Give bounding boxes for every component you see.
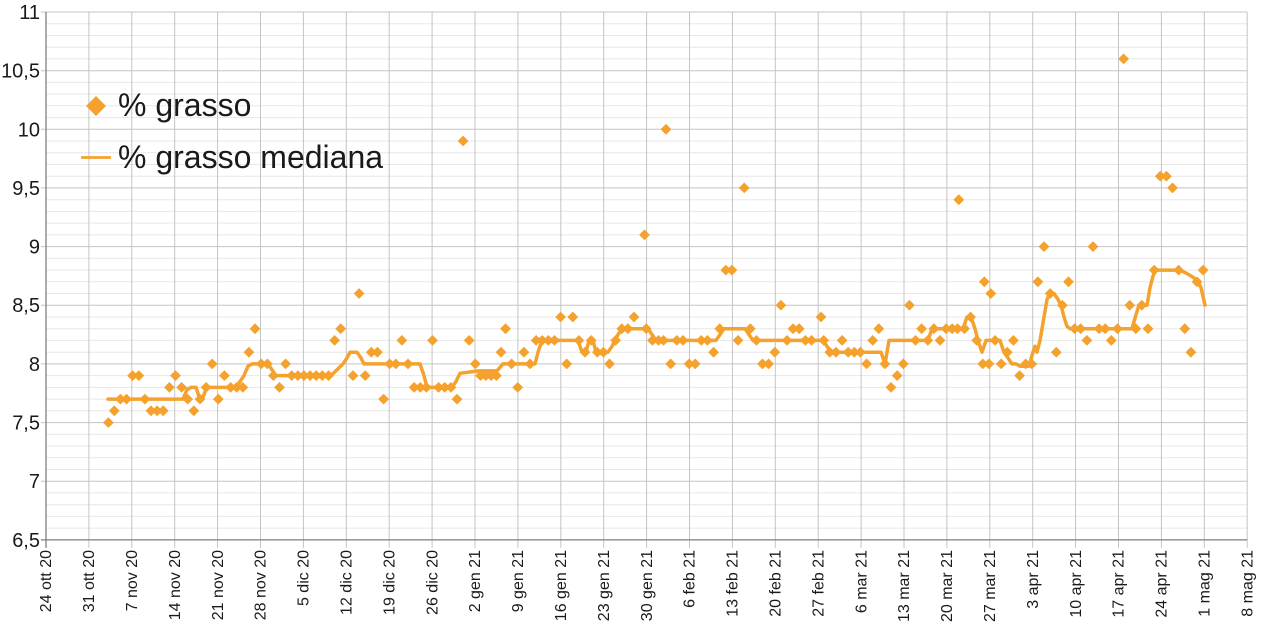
svg-text:9: 9 [29, 237, 40, 259]
svg-text:23 gen 21: 23 gen 21 [596, 550, 613, 621]
svg-text:5 dic 20: 5 dic 20 [296, 550, 313, 606]
svg-text:31 ott 20: 31 ott 20 [81, 550, 98, 612]
svg-text:30 gen 21: 30 gen 21 [639, 550, 656, 621]
svg-text:9 gen 21: 9 gen 21 [510, 550, 527, 612]
svg-text:6 mar 21: 6 mar 21 [853, 550, 870, 613]
svg-text:7 nov 20: 7 nov 20 [124, 550, 141, 611]
svg-text:6,5: 6,5 [12, 530, 40, 552]
svg-text:26 dic 20: 26 dic 20 [424, 550, 441, 615]
svg-text:14 nov 20: 14 nov 20 [167, 550, 184, 620]
svg-text:10 apr 21: 10 apr 21 [1068, 550, 1085, 618]
svg-text:% grasso mediana: % grasso mediana [118, 139, 383, 175]
svg-text:28 nov 20: 28 nov 20 [253, 550, 270, 620]
svg-text:24 apr 21: 24 apr 21 [1154, 550, 1171, 618]
svg-text:16 gen 21: 16 gen 21 [553, 550, 570, 621]
svg-text:20 feb 21: 20 feb 21 [768, 550, 785, 617]
svg-text:% grasso: % grasso [118, 87, 251, 123]
svg-text:21 nov 20: 21 nov 20 [210, 550, 227, 620]
svg-text:17 apr 21: 17 apr 21 [1111, 550, 1128, 618]
svg-text:2 gen 21: 2 gen 21 [467, 550, 484, 612]
svg-text:1 mag 21: 1 mag 21 [1197, 550, 1214, 617]
svg-text:20 mar 21: 20 mar 21 [939, 550, 956, 622]
svg-text:27 mar 21: 27 mar 21 [982, 550, 999, 622]
svg-text:19 dic 20: 19 dic 20 [381, 550, 398, 615]
svg-text:8: 8 [29, 354, 40, 376]
svg-text:12 dic 20: 12 dic 20 [339, 550, 356, 615]
svg-text:13 mar 21: 13 mar 21 [896, 550, 913, 622]
svg-text:13 feb 21: 13 feb 21 [725, 550, 742, 617]
svg-text:10,5: 10,5 [1, 61, 40, 83]
svg-text:24 ott 20: 24 ott 20 [38, 550, 55, 612]
svg-text:6 feb 21: 6 feb 21 [682, 550, 699, 608]
svg-text:8,5: 8,5 [12, 295, 40, 317]
svg-text:7,5: 7,5 [12, 413, 40, 435]
svg-text:27 feb 21: 27 feb 21 [810, 550, 827, 617]
svg-text:10: 10 [18, 119, 40, 141]
svg-text:11: 11 [19, 2, 40, 24]
svg-text:7: 7 [29, 471, 40, 493]
svg-text:9,5: 9,5 [12, 178, 40, 200]
svg-text:3 apr 21: 3 apr 21 [1025, 550, 1042, 609]
svg-text:8 mag 21: 8 mag 21 [1239, 550, 1256, 617]
